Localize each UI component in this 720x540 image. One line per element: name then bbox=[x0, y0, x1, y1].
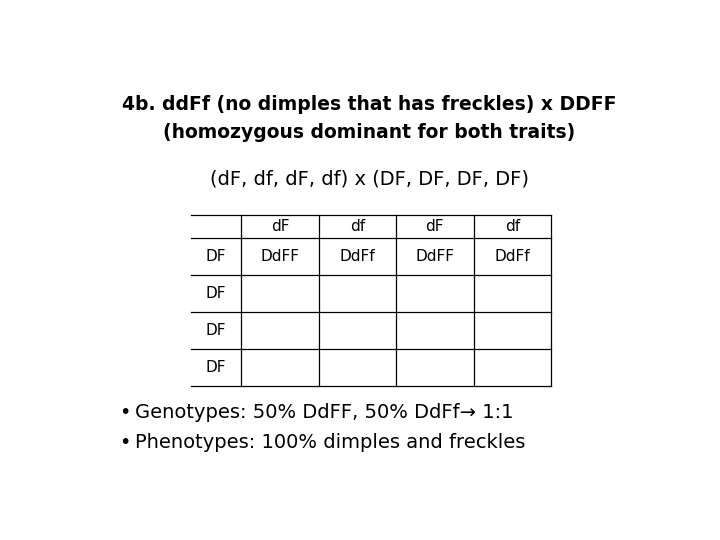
Text: DdFF: DdFF bbox=[415, 249, 454, 264]
Text: DdFf: DdFf bbox=[340, 249, 375, 264]
Text: Genotypes: 50% DdFF, 50% DdFf→ 1:1: Genotypes: 50% DdFF, 50% DdFf→ 1:1 bbox=[135, 403, 513, 422]
Text: DF: DF bbox=[206, 360, 226, 375]
Text: •: • bbox=[120, 403, 130, 422]
Text: 4b. ddFf (no dimples that has freckles) x DDFF: 4b. ddFf (no dimples that has freckles) … bbox=[122, 96, 616, 114]
Text: df: df bbox=[505, 219, 520, 234]
Text: Phenotypes: 100% dimples and freckles: Phenotypes: 100% dimples and freckles bbox=[135, 433, 526, 451]
Text: dF: dF bbox=[426, 219, 444, 234]
Text: df: df bbox=[350, 219, 365, 234]
Text: •: • bbox=[120, 433, 130, 451]
Text: DdFf: DdFf bbox=[495, 249, 530, 264]
Text: (dF, df, dF, df) x (DF, DF, DF, DF): (dF, df, dF, df) x (DF, DF, DF, DF) bbox=[210, 169, 528, 188]
Text: dF: dF bbox=[271, 219, 289, 234]
Text: DdFF: DdFF bbox=[261, 249, 300, 264]
Text: DF: DF bbox=[206, 286, 226, 301]
Text: (homozygous dominant for both traits): (homozygous dominant for both traits) bbox=[163, 123, 575, 142]
Text: DF: DF bbox=[206, 323, 226, 338]
Text: DF: DF bbox=[206, 249, 226, 264]
